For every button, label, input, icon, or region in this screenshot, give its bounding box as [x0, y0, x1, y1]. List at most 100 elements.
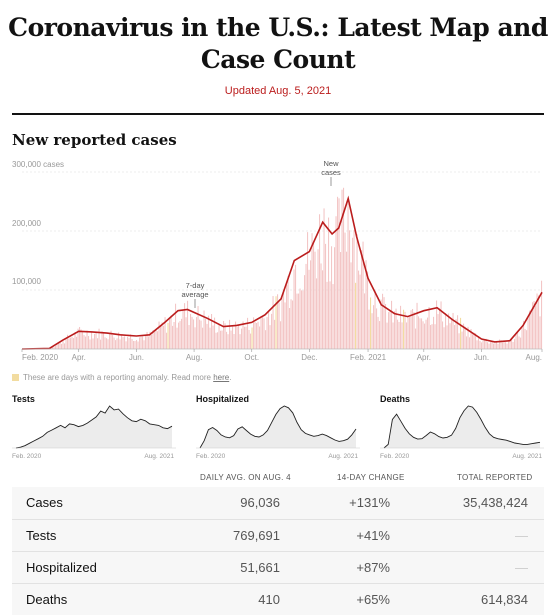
table-row: Tests 769,691 +41% — [12, 519, 544, 552]
daily-case-bar [191, 316, 193, 349]
cases-chart: 300,000 cases 200,000 100,000 Feb. 2020 A… [12, 159, 543, 362]
daily-case-bar [350, 262, 352, 349]
daily-case-bar [221, 330, 223, 349]
mini-xtick-start: Feb. 2020 [196, 453, 226, 460]
daily-case-bar [161, 322, 163, 349]
daily-case-bar [107, 339, 109, 349]
daily-avg-value: 769,691 [162, 519, 292, 552]
daily-case-bar [149, 331, 151, 349]
daily-case-bar [145, 334, 147, 349]
daily-case-bar [298, 293, 300, 349]
daily-case-bar [436, 300, 438, 349]
daily-case-bar [509, 339, 511, 349]
daily-case-bar [452, 312, 454, 349]
daily-case-bar [151, 334, 153, 349]
daily-case-bar [133, 340, 135, 349]
daily-case-bar [515, 333, 517, 349]
daily-case-bar [152, 330, 154, 349]
daily-case-bar [226, 331, 228, 349]
daily-case-bar [361, 250, 363, 349]
header-divider [12, 113, 544, 115]
hospitalized-chart-title: Hospitalized [196, 394, 250, 404]
mini-area [384, 406, 540, 448]
daily-case-bar [155, 329, 157, 349]
daily-case-bar [118, 332, 120, 349]
daily-case-bar [140, 336, 142, 349]
daily-case-bar [484, 339, 486, 349]
daily-case-bar [322, 270, 324, 349]
daily-case-bar [338, 198, 340, 349]
daily-case-bar [481, 342, 483, 349]
daily-case-bar [305, 263, 307, 349]
daily-case-bar [89, 339, 91, 349]
xtick-label: Jun. [474, 353, 489, 362]
daily-case-bar [119, 339, 121, 349]
daily-case-bar [55, 346, 57, 349]
mini-line [199, 405, 357, 449]
daily-case-bar [529, 310, 531, 349]
annotation-average-label: average [181, 290, 208, 299]
anomaly-note-text: These are days with a reporting anomaly.… [23, 373, 211, 382]
daily-case-bar [386, 322, 388, 349]
annotation-new-cases-label: New [323, 159, 339, 168]
daily-case-bar [73, 338, 75, 349]
daily-case-bar [455, 319, 457, 349]
daily-case-bar [241, 328, 243, 349]
daily-case-bar [193, 319, 195, 349]
daily-case-bar [319, 214, 321, 349]
daily-case-bar [85, 336, 87, 349]
daily-case-bar [419, 318, 421, 349]
daily-case-bar [217, 332, 219, 349]
daily-case-bar [334, 247, 336, 349]
daily-case-bar [212, 325, 214, 349]
daily-case-bar [218, 324, 220, 349]
deaths-chart-title: Deaths [380, 394, 411, 404]
daily-case-bar [170, 315, 172, 349]
read-more-link[interactable]: here [213, 373, 230, 382]
ytick-label: 100,000 [12, 277, 41, 286]
daily-case-bar [376, 308, 378, 349]
daily-case-bar [176, 327, 178, 349]
daily-case-bar [290, 299, 292, 349]
change-value: +41% [292, 519, 402, 552]
daily-case-bar [266, 317, 268, 349]
daily-case-bar [524, 328, 526, 349]
daily-case-bar [514, 339, 516, 349]
xtick-label: Aug. [186, 353, 202, 362]
daily-case-bar [395, 308, 397, 349]
daily-case-bar [503, 341, 505, 349]
daily-case-bar [380, 299, 382, 349]
mini-area [16, 406, 172, 448]
daily-case-bar [136, 340, 138, 349]
daily-case-bar [523, 320, 525, 349]
daily-case-bar [185, 317, 187, 349]
daily-case-bar [250, 333, 252, 349]
daily-case-bar [475, 333, 477, 349]
daily-case-bar [445, 312, 447, 349]
daily-case-bar [251, 327, 253, 349]
daily-case-bar [52, 347, 54, 349]
daily-case-bar [370, 297, 372, 349]
row-label: Cases [12, 487, 162, 520]
daily-case-bar [403, 309, 405, 349]
daily-case-bar [466, 336, 468, 349]
daily-case-bar [373, 305, 375, 349]
total-value: — [402, 519, 544, 552]
daily-case-bar [124, 336, 126, 349]
daily-case-bar [518, 336, 520, 349]
seven-day-average-line [21, 195, 543, 350]
daily-case-bar [199, 319, 201, 349]
daily-case-bar [229, 319, 231, 349]
daily-case-bar [337, 196, 339, 349]
daily-case-bar [131, 338, 133, 349]
daily-case-bar [112, 334, 114, 349]
daily-case-bar [461, 331, 463, 349]
daily-case-bar [245, 326, 247, 349]
table-row: Hospitalized 51,661 +87% — [12, 551, 544, 584]
daily-case-bar [232, 326, 234, 349]
daily-case-bar [142, 336, 144, 349]
daily-case-bar [157, 331, 159, 349]
daily-case-bar [451, 319, 453, 349]
xtick-label: Aug. [526, 353, 542, 362]
daily-case-bar [164, 317, 166, 349]
